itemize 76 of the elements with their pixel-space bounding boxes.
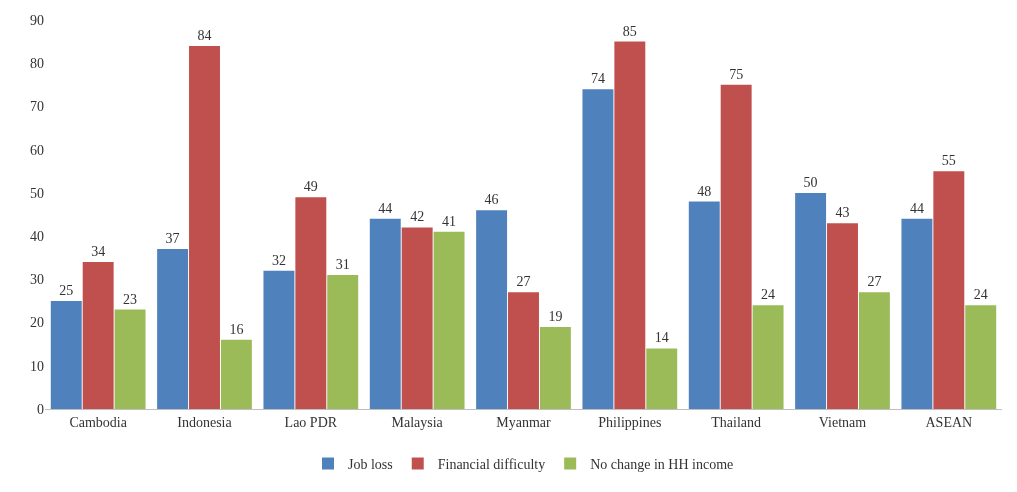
data-label: 43 — [835, 205, 850, 221]
bar — [220, 339, 252, 409]
data-label: 75 — [729, 66, 744, 82]
y-tick-label: 90 — [30, 12, 44, 28]
bar — [858, 292, 890, 409]
x-tick-label: Vietnam — [818, 414, 867, 430]
bar — [508, 292, 539, 409]
data-label: 14 — [654, 330, 669, 346]
x-tick-label: Indonesia — [177, 414, 233, 430]
bar — [295, 197, 327, 409]
data-label: 74 — [590, 71, 605, 87]
data-label: 55 — [941, 153, 956, 169]
data-label: 44 — [909, 200, 924, 216]
bar — [327, 275, 359, 409]
bar — [263, 270, 295, 409]
bar — [688, 201, 720, 409]
bar — [401, 227, 433, 409]
data-label: 84 — [197, 27, 212, 43]
x-tick-label: Lao PDR — [284, 414, 338, 430]
bar — [369, 218, 401, 409]
bar — [752, 305, 784, 409]
bar — [795, 192, 827, 409]
legend-label: No change in HH income — [590, 456, 734, 472]
x-tick-label: Myanmar — [496, 414, 552, 430]
bar — [189, 45, 220, 409]
y-tick-label: 40 — [30, 229, 44, 245]
data-label: 25 — [59, 282, 74, 298]
y-tick-label: 30 — [30, 272, 44, 288]
data-label: 23 — [123, 291, 138, 307]
data-label: 16 — [229, 321, 244, 337]
y-tick-label: 20 — [30, 315, 44, 331]
data-label: 48 — [697, 183, 712, 199]
y-tick-label: 80 — [30, 56, 44, 72]
y-tick-label: 50 — [30, 185, 44, 201]
data-label: 31 — [335, 257, 350, 273]
bar — [646, 348, 678, 409]
bar — [114, 309, 146, 409]
bar — [965, 305, 997, 409]
bar — [476, 210, 508, 409]
x-tick-label: Malaysia — [391, 414, 444, 430]
bar — [933, 171, 965, 409]
data-label: 27 — [516, 274, 531, 290]
bar — [433, 231, 465, 409]
data-label: 27 — [867, 274, 882, 290]
x-tick-label: ASEAN — [925, 414, 973, 430]
bar — [82, 262, 114, 409]
data-label: 19 — [548, 308, 563, 324]
data-label: 49 — [303, 179, 318, 195]
y-tick-label: 0 — [37, 401, 44, 417]
data-label: 44 — [378, 200, 393, 216]
data-label: 46 — [484, 192, 499, 208]
data-label: 24 — [973, 287, 988, 303]
data-label: 41 — [442, 213, 457, 229]
data-label: 50 — [803, 174, 818, 190]
legend-label: Financial difficulty — [437, 456, 546, 472]
data-label: 37 — [165, 231, 180, 247]
y-tick-label: 70 — [30, 99, 44, 115]
bar — [720, 84, 752, 409]
data-label: 32 — [271, 252, 286, 268]
data-label: 42 — [410, 209, 425, 225]
bar — [157, 249, 189, 409]
x-tick-label: Thailand — [711, 414, 762, 430]
data-label: 34 — [91, 244, 106, 260]
data-label: 85 — [622, 23, 637, 39]
legend-label: Job loss — [348, 456, 393, 472]
bar — [901, 218, 933, 409]
bar — [827, 223, 858, 409]
y-tick-label: 10 — [30, 358, 44, 374]
bar — [539, 326, 571, 409]
data-label: 24 — [761, 287, 776, 303]
bar — [50, 300, 82, 409]
bar — [582, 89, 614, 409]
bar — [614, 41, 646, 409]
x-tick-label: Philippines — [598, 414, 662, 430]
y-tick-label: 60 — [30, 142, 44, 158]
x-tick-label: Cambodia — [69, 414, 128, 430]
